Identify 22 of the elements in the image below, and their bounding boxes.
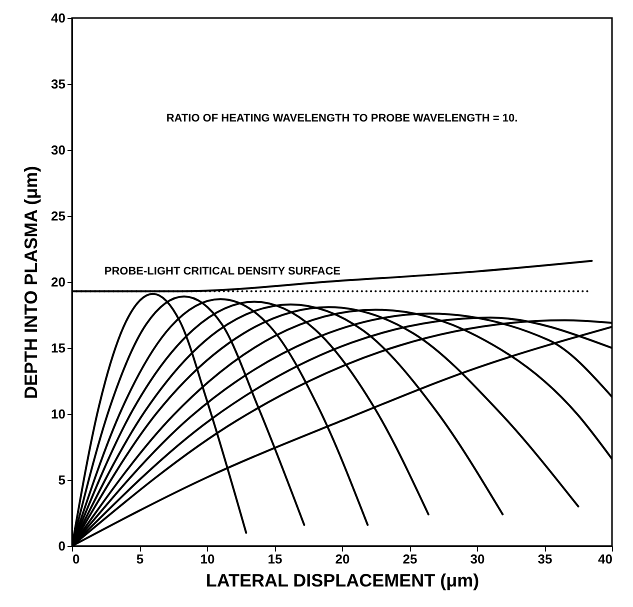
annotation: PROBE-LIGHT CRITICAL DENSITY SURFACE <box>104 265 341 278</box>
y-axis-title: DEPTH INTO PLASMA (μm) <box>21 166 42 400</box>
y-tick-label: 30 <box>51 142 66 158</box>
x-tick-label: 0 <box>72 552 80 566</box>
y-tick-label: 0 <box>58 538 66 554</box>
x-tick-label: 30 <box>470 552 485 566</box>
y-tick-label: 15 <box>51 340 66 356</box>
x-tick-label: 40 <box>598 552 612 566</box>
y-tick-label: 10 <box>51 406 66 422</box>
x-tick-label: 35 <box>538 552 552 566</box>
y-tick-label: 20 <box>51 274 66 290</box>
annotation: RATIO OF HEATING WAVELENGTH TO PROBE WAVELENGTH = 10. <box>166 112 518 124</box>
x-tick-label: 5 <box>136 552 144 566</box>
y-tick-label: 25 <box>51 208 66 224</box>
y-tick-label: 35 <box>51 76 66 92</box>
x-tick-label: 20 <box>335 552 350 566</box>
x-tick-label: 25 <box>402 552 418 566</box>
y-tick-label: 40 <box>51 10 66 26</box>
x-tick-label: 15 <box>268 552 282 566</box>
x-tick-label: 10 <box>200 552 215 566</box>
y-tick-label: 5 <box>58 472 66 488</box>
x-axis-title: LATERAL DISPLACEMENT (μm) <box>206 570 480 590</box>
